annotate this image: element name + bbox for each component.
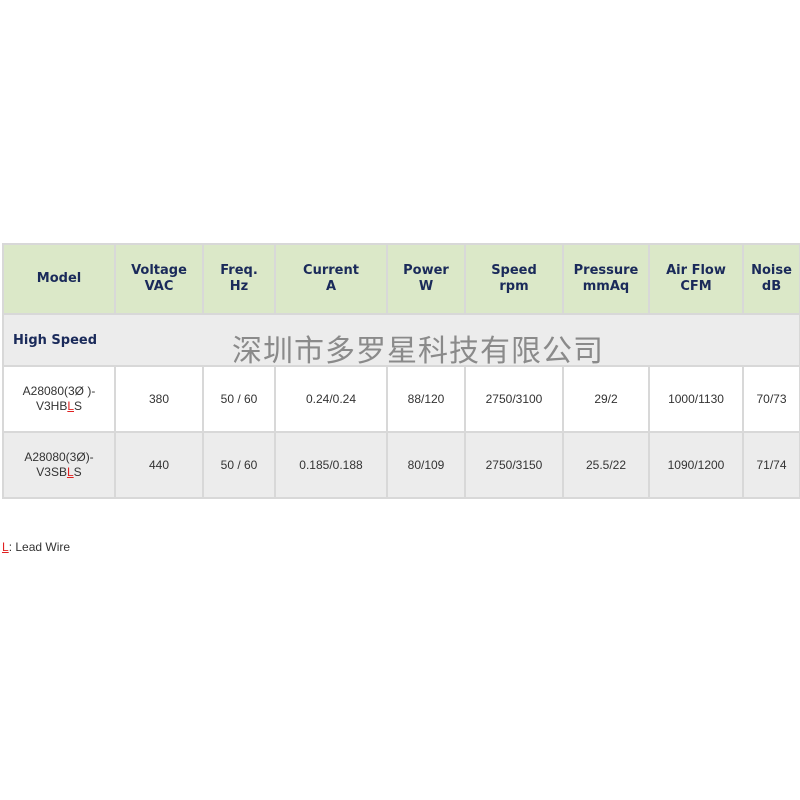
table-cell: 71/74 bbox=[742, 431, 800, 499]
header-line-2: Hz bbox=[229, 279, 249, 294]
model-part: S bbox=[74, 399, 83, 413]
header-line-2: CFM bbox=[680, 279, 712, 294]
table-cell: 50 / 60 bbox=[202, 431, 276, 499]
header-line-2: dB bbox=[761, 279, 782, 294]
table-row: A28080(3Ø )- V3HBLS 380 50 / 60 0.24/0.24 88/… bbox=[2, 365, 800, 433]
table-cell: 2750/3150 bbox=[464, 431, 564, 499]
header-line-2: A bbox=[325, 279, 337, 294]
column-header: Model bbox=[2, 243, 116, 315]
column-header: Freq. Hz bbox=[202, 243, 276, 315]
header-line-1: Speed bbox=[491, 263, 537, 278]
header-line-1: Voltage bbox=[131, 263, 187, 278]
header-line-1: Freq. bbox=[220, 263, 258, 278]
model-cell: A28080(3Ø )- V3HBLS bbox=[2, 365, 116, 433]
header-line-1: Current bbox=[303, 263, 359, 278]
column-header: Power W bbox=[386, 243, 466, 315]
table-cell: 1090/1200 bbox=[648, 431, 744, 499]
column-header: Noise dB bbox=[742, 243, 800, 315]
model-part: V3SB bbox=[36, 465, 67, 479]
legend: L: Lead Wire bbox=[2, 540, 70, 554]
header-line-1: Air Flow bbox=[666, 263, 726, 278]
model-part: A28080(3Ø )- bbox=[22, 384, 96, 398]
model-part: A28080(3Ø)- bbox=[24, 450, 94, 464]
legend-text: : Lead Wire bbox=[8, 540, 71, 554]
column-header: Pressure mmAq bbox=[562, 243, 650, 315]
table-cell: 50 / 60 bbox=[202, 365, 276, 433]
column-header: Current A bbox=[274, 243, 388, 315]
table-cell: 29/2 bbox=[562, 365, 650, 433]
column-header: Air Flow CFM bbox=[648, 243, 744, 315]
lead-wire-marker: L bbox=[66, 465, 74, 479]
table-cell: 70/73 bbox=[742, 365, 800, 433]
table-cell: 0.24/0.24 bbox=[274, 365, 388, 433]
table-cell: 0.185/0.188 bbox=[274, 431, 388, 499]
section-row: High Speed bbox=[2, 313, 800, 367]
table-row: A28080(3Ø)- V3SBLS 440 50 / 60 0.185/0.188 80… bbox=[2, 431, 800, 499]
model-part: V3HB bbox=[35, 399, 68, 413]
header-line-1: Model bbox=[36, 271, 82, 286]
column-header: Speed rpm bbox=[464, 243, 564, 315]
table-cell: 1000/1130 bbox=[648, 365, 744, 433]
header-line-1: Power bbox=[403, 263, 449, 278]
header-line-2: mmAq bbox=[582, 279, 630, 294]
header-line-2: W bbox=[418, 279, 434, 294]
header-line-1: Pressure bbox=[573, 263, 639, 278]
lead-wire-marker: L bbox=[67, 399, 75, 413]
column-header: Voltage VAC bbox=[114, 243, 204, 315]
spec-table: Model Voltage VAC Freq. Hz Current A Power W Spee… bbox=[2, 243, 800, 499]
model-part: S bbox=[73, 465, 82, 479]
header-line-1: Noise bbox=[751, 263, 792, 278]
model-cell: A28080(3Ø)- V3SBLS bbox=[2, 431, 116, 499]
table-cell: 80/109 bbox=[386, 431, 466, 499]
table-cell: 380 bbox=[114, 365, 204, 433]
table-cell: 2750/3100 bbox=[464, 365, 564, 433]
section-label: High Speed bbox=[2, 313, 800, 367]
header-row: Model Voltage VAC Freq. Hz Current A Power W Spee… bbox=[2, 243, 800, 315]
header-line-2: rpm bbox=[499, 279, 529, 294]
header-line-2: VAC bbox=[144, 279, 174, 294]
legend-key: L bbox=[2, 540, 9, 554]
table-cell: 88/120 bbox=[386, 365, 466, 433]
table-cell: 440 bbox=[114, 431, 204, 499]
table-cell: 25.5/22 bbox=[562, 431, 650, 499]
